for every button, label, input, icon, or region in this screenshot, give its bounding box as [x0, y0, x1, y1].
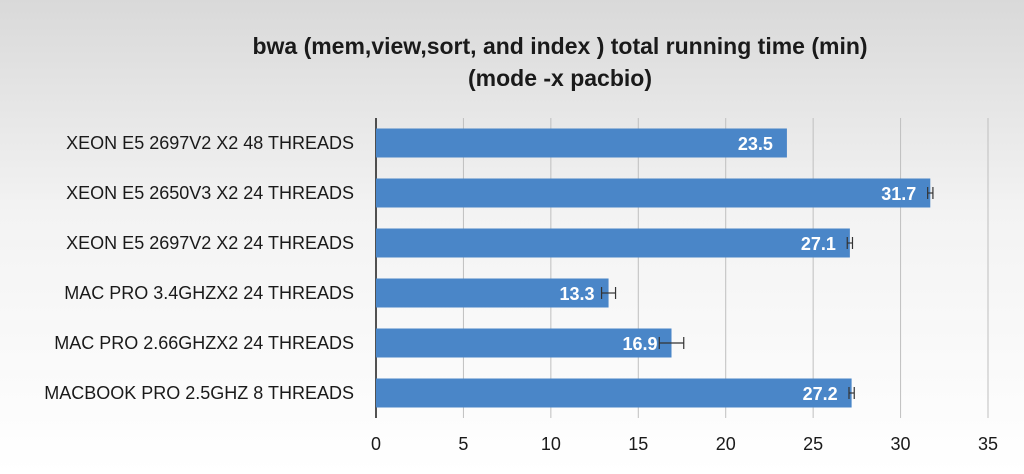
data-label: 27.1	[801, 234, 836, 254]
chart-title-line-2: (mode -x pacbio)	[467, 65, 652, 91]
x-tick-label: 35	[978, 434, 998, 454]
category-label: MAC PRO 2.66GHZX2 24 THREADS	[54, 333, 354, 353]
x-tick-label: 15	[628, 434, 648, 454]
bar	[376, 278, 609, 308]
category-label: MACBOOK PRO 2.5GHZ 8 THREADS	[44, 383, 354, 403]
x-tick-label: 25	[803, 434, 823, 454]
chart-title-line-1: bwa (mem,view,sort, and index ) total ru…	[252, 33, 868, 59]
data-label: 31.7	[881, 184, 916, 204]
bar	[376, 228, 850, 258]
category-label: XEON E5 2650V3 X2 24 THREADS	[66, 183, 354, 203]
bar	[376, 178, 931, 208]
bar	[376, 128, 787, 158]
chart-title: bwa (mem,view,sort, and index ) total ru…	[210, 30, 910, 94]
x-tick-label: 0	[371, 434, 381, 454]
x-tick-label: 30	[891, 434, 911, 454]
x-tick-label: 20	[716, 434, 736, 454]
x-tick-label: 10	[541, 434, 561, 454]
data-label: 16.9	[622, 334, 657, 354]
bar	[376, 328, 672, 358]
data-label: 13.3	[560, 284, 595, 304]
category-label: XEON E5 2697V2 X2 48 THREADS	[66, 133, 354, 153]
data-label: 27.2	[803, 384, 838, 404]
category-label: XEON E5 2697V2 X2 24 THREADS	[66, 233, 354, 253]
data-label: 23.5	[738, 134, 773, 154]
x-tick-label: 5	[458, 434, 468, 454]
bar	[376, 378, 852, 408]
category-label: MAC PRO 3.4GHZX2 24 THREADS	[64, 283, 354, 303]
